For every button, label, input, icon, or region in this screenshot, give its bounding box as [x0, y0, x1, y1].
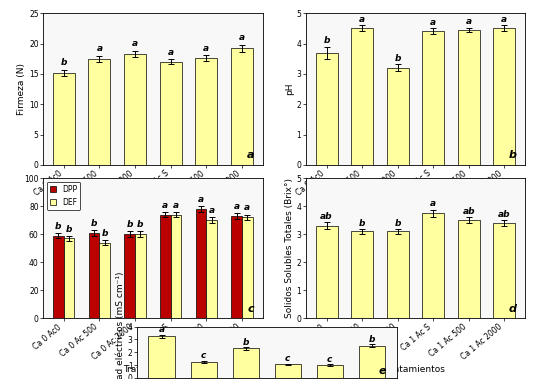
Y-axis label: Firmeza (N): Firmeza (N)	[17, 63, 26, 115]
Bar	[233, 348, 259, 378]
Text: b: b	[242, 338, 249, 346]
Text: a: a	[173, 201, 179, 210]
Bar	[190, 362, 217, 378]
Bar	[196, 209, 206, 318]
Bar	[231, 216, 242, 318]
Text: ab: ab	[320, 212, 333, 221]
Bar	[274, 365, 301, 378]
Bar	[422, 213, 444, 318]
Bar	[359, 346, 385, 378]
Text: a: a	[132, 39, 138, 49]
Bar	[493, 223, 515, 318]
Text: c: c	[247, 304, 254, 314]
Y-axis label: Solidos Solubles Totales (Brix°): Solidos Solubles Totales (Brix°)	[285, 178, 294, 318]
Text: a: a	[359, 15, 365, 24]
Y-axis label: pH: pH	[285, 83, 294, 95]
Bar	[88, 59, 110, 165]
Bar	[458, 220, 480, 318]
Text: b: b	[369, 335, 375, 344]
Text: b: b	[509, 150, 517, 160]
Bar	[160, 215, 170, 318]
Bar	[124, 234, 135, 318]
Text: b: b	[101, 229, 108, 238]
Bar	[351, 232, 373, 318]
Bar	[230, 49, 252, 165]
Text: c: c	[327, 355, 332, 364]
Text: a: a	[234, 202, 240, 211]
Bar	[386, 68, 408, 165]
Bar	[160, 62, 182, 165]
Text: a: a	[167, 48, 174, 57]
Bar	[386, 232, 408, 318]
Text: b: b	[126, 220, 133, 229]
Bar	[458, 30, 480, 165]
Bar	[316, 226, 338, 318]
Bar	[170, 215, 181, 318]
Text: a: a	[244, 204, 250, 213]
Text: d: d	[509, 304, 517, 314]
Text: a: a	[239, 33, 245, 42]
X-axis label: Tratamientos: Tratamientos	[386, 365, 445, 374]
Text: a: a	[203, 44, 209, 53]
Text: a: a	[466, 17, 472, 26]
Bar	[148, 336, 175, 378]
Text: a: a	[96, 44, 102, 53]
Text: e: e	[379, 366, 386, 376]
X-axis label: Tratamientos: Tratamientos	[123, 365, 182, 374]
X-axis label: Tratamientos: Tratamientos	[123, 211, 182, 220]
Bar	[195, 58, 217, 165]
Bar	[53, 73, 75, 165]
Text: a: a	[430, 18, 436, 27]
Bar	[422, 31, 444, 165]
Text: a: a	[501, 15, 508, 24]
Text: c: c	[285, 354, 291, 363]
X-axis label: Tratamientos: Tratamientos	[386, 211, 445, 220]
Bar	[64, 238, 75, 318]
Text: b: b	[55, 222, 62, 231]
Legend: DPP, DEF: DPP, DEF	[47, 182, 80, 210]
Text: a: a	[162, 201, 168, 210]
Text: a: a	[159, 326, 165, 334]
Text: b: b	[91, 219, 97, 228]
Text: a: a	[209, 206, 215, 215]
Bar	[316, 53, 338, 165]
Text: a: a	[247, 150, 254, 160]
Text: ab: ab	[498, 210, 511, 219]
Text: b: b	[394, 54, 401, 63]
Bar	[242, 218, 252, 318]
Bar	[124, 54, 146, 165]
Bar	[53, 236, 64, 318]
Text: c: c	[201, 351, 206, 360]
Text: a: a	[198, 195, 204, 204]
Text: b: b	[137, 220, 144, 229]
Y-axis label: Conductividad eléctricos (mS cm⁻¹): Conductividad eléctricos (mS cm⁻¹)	[116, 271, 125, 379]
Text: b: b	[359, 219, 366, 228]
Text: b: b	[323, 36, 330, 45]
Bar	[351, 28, 373, 165]
Bar	[317, 365, 343, 378]
Text: b: b	[66, 224, 72, 233]
Bar	[206, 220, 217, 318]
Text: a: a	[430, 199, 436, 208]
Bar	[88, 233, 99, 318]
Bar	[99, 243, 110, 318]
Bar	[493, 28, 515, 165]
Bar	[135, 234, 146, 318]
Text: b: b	[394, 219, 401, 228]
Text: b: b	[61, 58, 67, 67]
Text: ab: ab	[463, 207, 475, 216]
